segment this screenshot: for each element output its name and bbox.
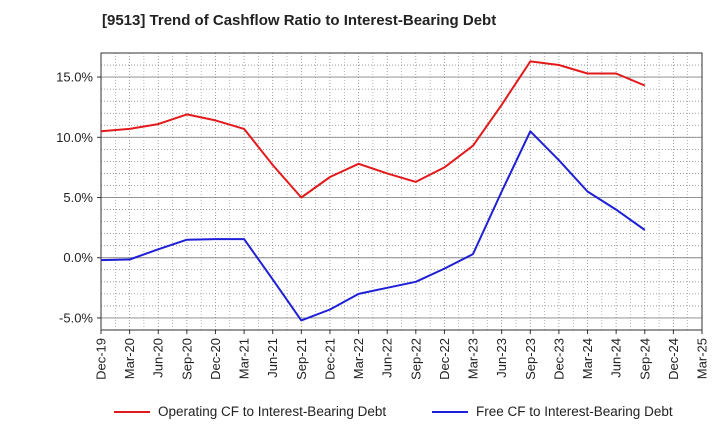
x-tick-label: Dec-23 [551, 338, 566, 380]
x-tick-label: Sep-23 [523, 338, 538, 380]
x-tick-label: Mar-22 [351, 338, 366, 379]
x-tick-label: Mar-21 [237, 338, 252, 379]
x-tick-label: Dec-21 [322, 338, 337, 380]
x-tick-label: Mar-23 [466, 338, 481, 379]
legend-item-operating: Operating CF to Interest-Bearing Debt [114, 404, 386, 419]
x-tick-label: Jun-24 [609, 338, 624, 378]
legend-swatch-free [432, 410, 468, 413]
x-tick-label: Sep-24 [637, 338, 652, 380]
y-tick-label: 5.0% [63, 190, 93, 205]
x-tick-label: Jun-21 [265, 338, 280, 378]
x-tick-label: Dec-22 [437, 338, 452, 380]
legend-label-operating: Operating CF to Interest-Bearing Debt [158, 404, 387, 419]
x-tick-label: Mar-20 [122, 338, 137, 379]
x-tick-label: Jun-20 [151, 338, 166, 378]
legend-label-free: Free CF to Interest-Bearing Debt [476, 404, 673, 419]
x-tick-label: Mar-24 [580, 338, 595, 379]
legend-swatch-operating [114, 410, 150, 413]
legend: Operating CF to Interest-Bearing Debt Fr… [0, 404, 720, 426]
x-tick-label: Jun-22 [380, 338, 395, 378]
x-tick-label: Dec-20 [208, 338, 223, 380]
x-tick-label: Dec-24 [666, 338, 681, 380]
x-tick-label: Sep-20 [179, 338, 194, 380]
x-tick-label: Sep-21 [294, 338, 309, 380]
chart-title: [9513] Trend of Cashflow Ratio to Intere… [102, 12, 497, 29]
y-tick-label: -5.0% [59, 310, 93, 325]
x-tick-label: Sep-22 [408, 338, 423, 380]
x-tick-label: Jun-23 [494, 338, 509, 378]
y-tick-label: 10.0% [56, 130, 93, 145]
series-line-free-cf [100, 130, 646, 322]
x-tick-label: Dec-19 [94, 338, 109, 380]
plot-frame [100, 52, 703, 331]
x-tick-label: Mar-25 [695, 338, 710, 379]
legend-item-free: Free CF to Interest-Bearing Debt [432, 404, 673, 419]
series-line-operating-cf [100, 60, 646, 199]
y-tick-label: 15.0% [56, 70, 93, 85]
y-tick-label: 0.0% [63, 250, 93, 265]
